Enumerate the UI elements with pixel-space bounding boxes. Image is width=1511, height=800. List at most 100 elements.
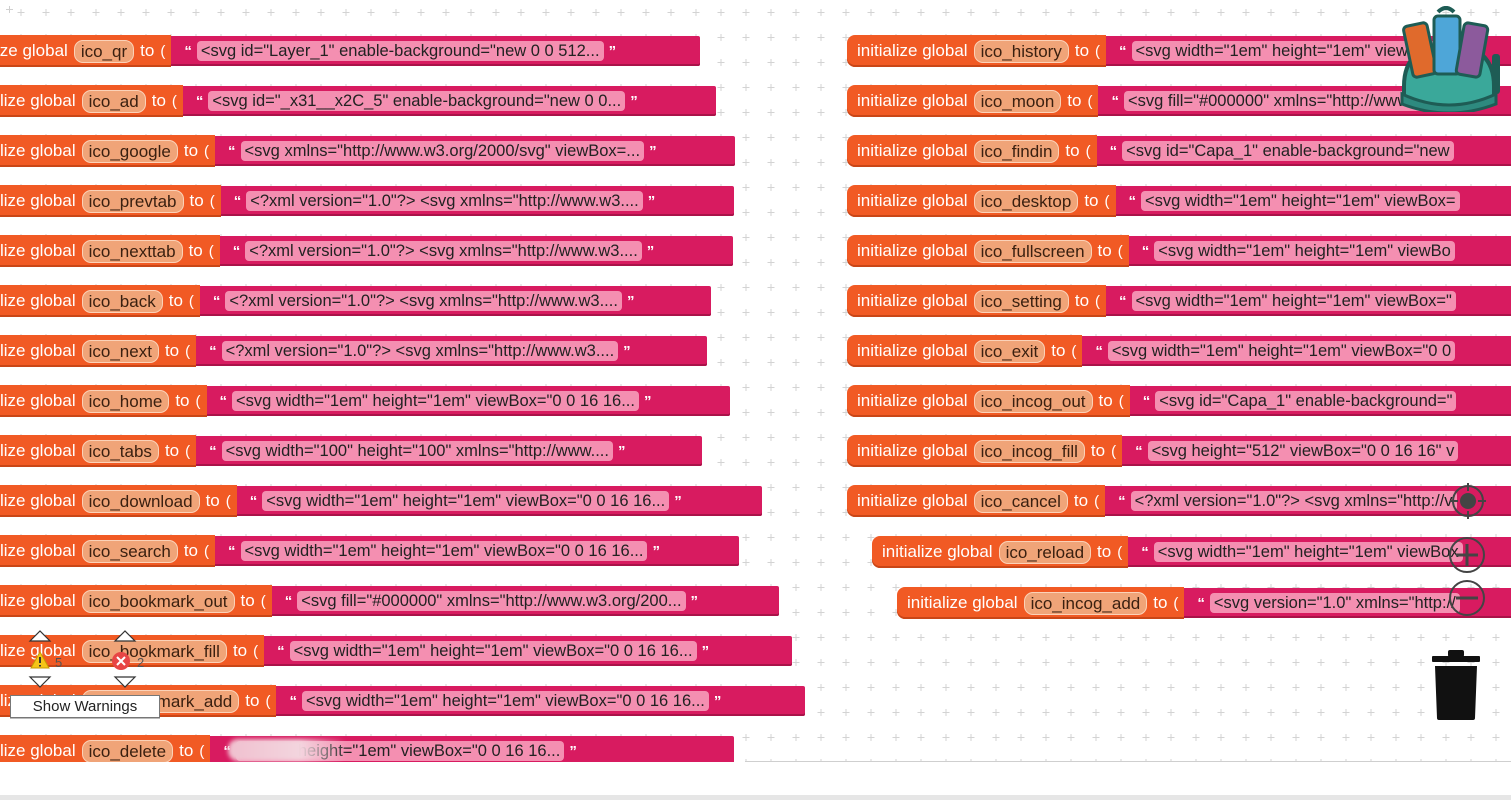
initialize-global-header[interactable]: initialize global ico_setting to ( [847, 285, 1107, 317]
initialize-global-block[interactable]: lize global ico_ad to (“<svg id="_x31__x2C_… [0, 85, 716, 117]
initialize-global-header[interactable]: lize global ico_next to ( [0, 335, 197, 367]
initialize-global-header[interactable]: initialize global ico_incog_fill to ( [847, 435, 1123, 467]
initialize-global-header[interactable]: lize global ico_prevtab to ( [0, 185, 221, 217]
text-string-block[interactable]: “<svg id="Capa_1" enable-background="new [1096, 136, 1511, 166]
initialize-global-header[interactable]: initialize global ico_moon to ( [847, 85, 1099, 117]
variable-name-field[interactable]: ico_download [81, 489, 200, 513]
initialize-global-block[interactable]: initialize global ico_incog_fill to (“<svg … [847, 435, 1511, 467]
initialize-global-header[interactable]: ize global ico_qr to ( [0, 35, 172, 67]
initialize-global-block[interactable]: lize global ico_tabs to (“<svg width="100" … [0, 435, 702, 467]
initialize-global-header[interactable]: lize global ico_search to ( [0, 535, 216, 567]
text-value-field[interactable]: <svg width="1em" height="1em" viewBox [1153, 542, 1463, 562]
text-value-field[interactable]: <svg width="100" height="100" xmlns="htt… [221, 441, 613, 461]
text-string-block[interactable]: “<svg width="1em" height="1em" viewBox [1128, 537, 1511, 567]
initialize-global-block[interactable]: lize global ico_google to (“<svg xmlns="htt… [0, 135, 735, 167]
variable-name-field[interactable]: ico_search [81, 539, 178, 563]
error-next-arrow-icon[interactable] [113, 676, 137, 688]
text-string-block[interactable]: “<svg width="1em" height="1em" viewBox="… [215, 536, 739, 566]
text-value-field[interactable]: <svg width="1em" height="1em" viewBox=" [1131, 291, 1456, 311]
backpack-icon[interactable] [1394, 6, 1504, 112]
text-value-field[interactable]: <svg id="Layer_1" enable-background="new… [196, 41, 604, 61]
text-value-field[interactable]: <?xml version="1.0"?> <svg xmlns="http:/… [246, 191, 643, 211]
variable-name-field[interactable]: ico_google [81, 139, 178, 163]
text-string-block[interactable]: “<svg xmlns="http://www.w3.org/2000/svg"… [215, 136, 735, 166]
initialize-global-header[interactable]: initialize global ico_desktop to ( [847, 185, 1116, 217]
variable-name-field[interactable]: ico_history [973, 39, 1069, 63]
variable-name-field[interactable]: ico_incog_fill [973, 439, 1085, 463]
error-prev-arrow-icon[interactable] [113, 630, 137, 642]
initialize-global-header[interactable]: initialize global ico_incog_out to ( [847, 385, 1130, 417]
text-value-field[interactable]: <?xml version="1.0"?> <svg xmlns="http:/… [245, 241, 642, 261]
initialize-global-header[interactable]: initialize global ico_reload to ( [872, 536, 1129, 568]
text-string-block[interactable]: “<?xml version="1.0"?> <svg xmlns="http:… [199, 286, 711, 316]
text-value-field[interactable]: <svg fill="#000000" xmlns="http://www.w3… [297, 591, 686, 611]
initialize-global-block[interactable]: lize global ico_home to (“<svg width="1em" … [0, 385, 730, 417]
text-string-block[interactable]: “<svg height="512" viewBox="0 0 16 16" v [1122, 436, 1511, 466]
text-string-block[interactable]: “<svg width="1em" height="1em" viewBox="… [236, 486, 762, 516]
show-warnings-button[interactable]: Show Warnings [10, 695, 160, 718]
initialize-global-header[interactable]: initialize global ico_exit to ( [847, 335, 1083, 367]
text-string-block[interactable]: “<?xml version="1.0"?> <svg xmlns="http:… [1105, 486, 1511, 516]
text-string-block[interactable]: “<svg width="1em" height="1em" viewBox= [1115, 186, 1511, 216]
variable-name-field[interactable]: ico_setting [973, 289, 1069, 313]
text-string-block[interactable]: “<svg width="1em" height="1em" viewBox=" [1106, 286, 1511, 316]
text-value-field[interactable]: <?xml version="1.0"?> <svg xmlns="http:/… [221, 341, 619, 361]
variable-name-field[interactable]: ico_cancel [973, 489, 1068, 513]
text-value-field[interactable]: <svg width="1em" height="1em" viewBox="0… [240, 541, 648, 561]
initialize-global-block[interactable]: initialize global ico_desktop to (“<svg wid… [847, 185, 1511, 217]
text-value-field[interactable]: <?xml version="1.0"?> <svg xmlns="http:/… [225, 291, 622, 311]
text-string-block[interactable]: “<svg fill="#000000" xmlns="http://www.w… [271, 586, 779, 616]
initialize-global-block[interactable]: lize global ico_prevtab to (“<?xml version=… [0, 185, 734, 217]
variable-name-field[interactable]: ico_qr [73, 39, 135, 63]
initialize-global-header[interactable]: lize global ico_bookmark_out to ( [0, 585, 272, 617]
text-value-field[interactable]: <svg width="1em" height="1em" viewBox [1131, 41, 1441, 61]
text-value-field[interactable]: <svg width="1em" height="1em" viewBox="0… [232, 391, 639, 411]
initialize-global-block[interactable]: initialize global ico_incog_add to (“<svg v… [897, 587, 1511, 619]
initialize-global-header[interactable]: initialize global ico_findin to ( [847, 135, 1097, 167]
initialize-global-header[interactable]: lize global ico_back to ( [0, 285, 200, 317]
initialize-global-header[interactable]: lize global ico_tabs to ( [0, 435, 197, 467]
text-value-field[interactable]: <svg width="1em" height="1em" viewBox="0… [1107, 341, 1456, 361]
initialize-global-header[interactable]: lize global ico_google to ( [0, 135, 216, 167]
variable-name-field[interactable]: ico_desktop [973, 189, 1079, 213]
text-value-field[interactable]: <svg xmlns="http://www.w3.org/2000/svg" … [240, 141, 645, 161]
text-value-field[interactable]: <svg id="_x31__x2C_5" enable-background=… [208, 91, 626, 111]
initialize-global-block[interactable]: lize global ico_download to (“<svg width="1… [0, 485, 762, 517]
text-string-block[interactable]: “<?xml version="1.0"?> <svg xmlns="http:… [220, 186, 734, 216]
initialize-global-block[interactable]: lize global ico_next to (“<?xml version="1.… [0, 335, 707, 367]
text-string-block[interactable]: “<?xml version="1.0"?> <svg xmlns="http:… [219, 236, 733, 266]
recenter-icon[interactable] [1450, 483, 1486, 519]
text-string-block[interactable]: “<svg width="1em" height="1em" viewBox="… [276, 686, 805, 716]
text-string-block[interactable]: “<svg id="Layer_1" enable-background="ne… [171, 36, 700, 66]
variable-name-field[interactable]: ico_ad [81, 89, 146, 113]
text-string-block[interactable]: “<svg id="_x31__x2C_5" enable-background… [182, 86, 716, 116]
initialize-global-block[interactable]: lize global ico_bookmark_out to (“<svg fill… [0, 585, 779, 617]
text-string-block[interactable]: “<?xml version="1.0"?> <svg xmlns="http:… [196, 336, 707, 366]
initialize-global-block[interactable]: initialize global ico_reload to (“<svg widt… [872, 536, 1511, 568]
initialize-global-block[interactable]: initialize global ico_exit to (“<svg width=… [847, 335, 1511, 367]
variable-name-field[interactable]: ico_incog_add [1023, 591, 1148, 615]
text-value-field[interactable]: <svg fill="#000000" xmlns="http://www.w3… [1123, 91, 1467, 111]
text-value-field[interactable]: <svg id="Capa_1" enable-background="new [1122, 141, 1454, 161]
initialize-global-block[interactable]: initialize global ico_findin to (“<svg id="… [847, 135, 1511, 167]
initialize-global-header[interactable]: lize global ico_ad to ( [0, 85, 183, 117]
initialize-global-header[interactable]: initialize global ico_fullscreen to ( [847, 235, 1129, 267]
variable-name-field[interactable]: ico_tabs [81, 439, 159, 463]
text-string-block[interactable]: “<svg width="1em" height="1em" viewBo [1128, 236, 1511, 266]
warning-next-arrow-icon[interactable] [28, 676, 52, 688]
text-value-field[interactable]: <svg version="1.0" xmlns="http:// [1209, 593, 1460, 613]
zoom-out-icon[interactable] [1448, 579, 1486, 617]
text-value-field[interactable]: <svg width="1em" height="1em" viewBox="0… [262, 491, 670, 511]
text-string-block[interactable]: “<svg width="1em" height="1em" viewBox="… [1082, 336, 1511, 366]
initialize-global-block[interactable]: initialize global ico_cancel to (“<?xml ver… [847, 485, 1511, 517]
warning-prev-arrow-icon[interactable] [28, 630, 52, 642]
initialize-global-header[interactable]: initialize global ico_history to ( [847, 35, 1107, 67]
initialize-global-block[interactable]: lize global ico_back to (“<?xml version="1.… [0, 285, 711, 317]
text-string-block[interactable]: “<svg width="1em" height="1em" viewBox="… [206, 386, 730, 416]
variable-name-field[interactable]: ico_fullscreen [973, 239, 1092, 263]
initialize-global-header[interactable]: lize global ico_download to ( [0, 485, 237, 517]
variable-name-field[interactable]: ico_prevtab [81, 189, 184, 213]
initialize-global-header[interactable]: lize global ico_home to ( [0, 385, 207, 417]
variable-name-field[interactable]: ico_nexttab [81, 239, 183, 263]
